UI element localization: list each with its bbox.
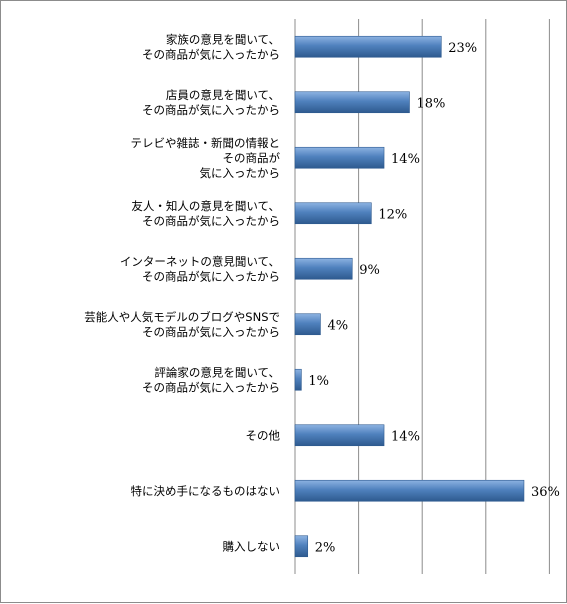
category-label-4: インターネットの意見聞いて、その商品が気に入ったから: [120, 254, 280, 283]
bar-8: [294, 479, 525, 502]
bar-9: [294, 535, 309, 558]
bar-7: [294, 424, 385, 447]
bar-3: [294, 202, 372, 225]
bars: [294, 35, 525, 558]
data-label-6: 1%: [308, 374, 329, 389]
category-labels: 家族の意見を聞いて、その商品が気に入ったから店員の意見を聞いて、その商品が気に入…: [84, 32, 280, 553]
bar-0: [294, 35, 442, 58]
bar-6: [294, 368, 302, 391]
data-label-0: 23%: [448, 41, 477, 56]
data-label-5: 4%: [327, 318, 348, 333]
category-label-7: その他: [246, 428, 281, 442]
category-label-5: 芸能人や人気モデルのブログやSNSでその商品が気に入ったから: [84, 310, 280, 339]
category-label-3: 友人・知人の意見を聞いて、その商品が気に入ったから: [131, 199, 280, 228]
data-label-2: 14%: [391, 152, 420, 167]
category-label-8: 特に決め手になるものはない: [131, 484, 281, 498]
bar-2: [294, 146, 385, 169]
category-label-6: 評論家の意見を聞いて、その商品が気に入ったから: [142, 365, 280, 394]
bar-1: [294, 91, 410, 114]
data-label-9: 2%: [315, 540, 336, 555]
category-label-1: 店員の意見を聞いて、その商品が気に入ったから: [142, 88, 280, 117]
data-label-8: 36%: [531, 485, 560, 500]
data-label-7: 14%: [391, 429, 420, 444]
data-label-4: 9%: [359, 263, 380, 278]
category-label-2: テレビや雑誌・新聞の情報とその商品が気に入ったから: [131, 136, 281, 180]
data-label-1: 18%: [416, 96, 445, 111]
category-label-0: 家族の意見を聞いて、その商品が気に入ったから: [142, 32, 280, 61]
data-label-3: 12%: [378, 207, 407, 222]
bar-4: [294, 257, 353, 280]
data-labels: 23% 18% 14% 12% 9% 4% 1% 14% 36% 2%: [308, 41, 560, 556]
category-label-9: 購入しない: [223, 539, 281, 553]
bar-5: [294, 313, 321, 336]
